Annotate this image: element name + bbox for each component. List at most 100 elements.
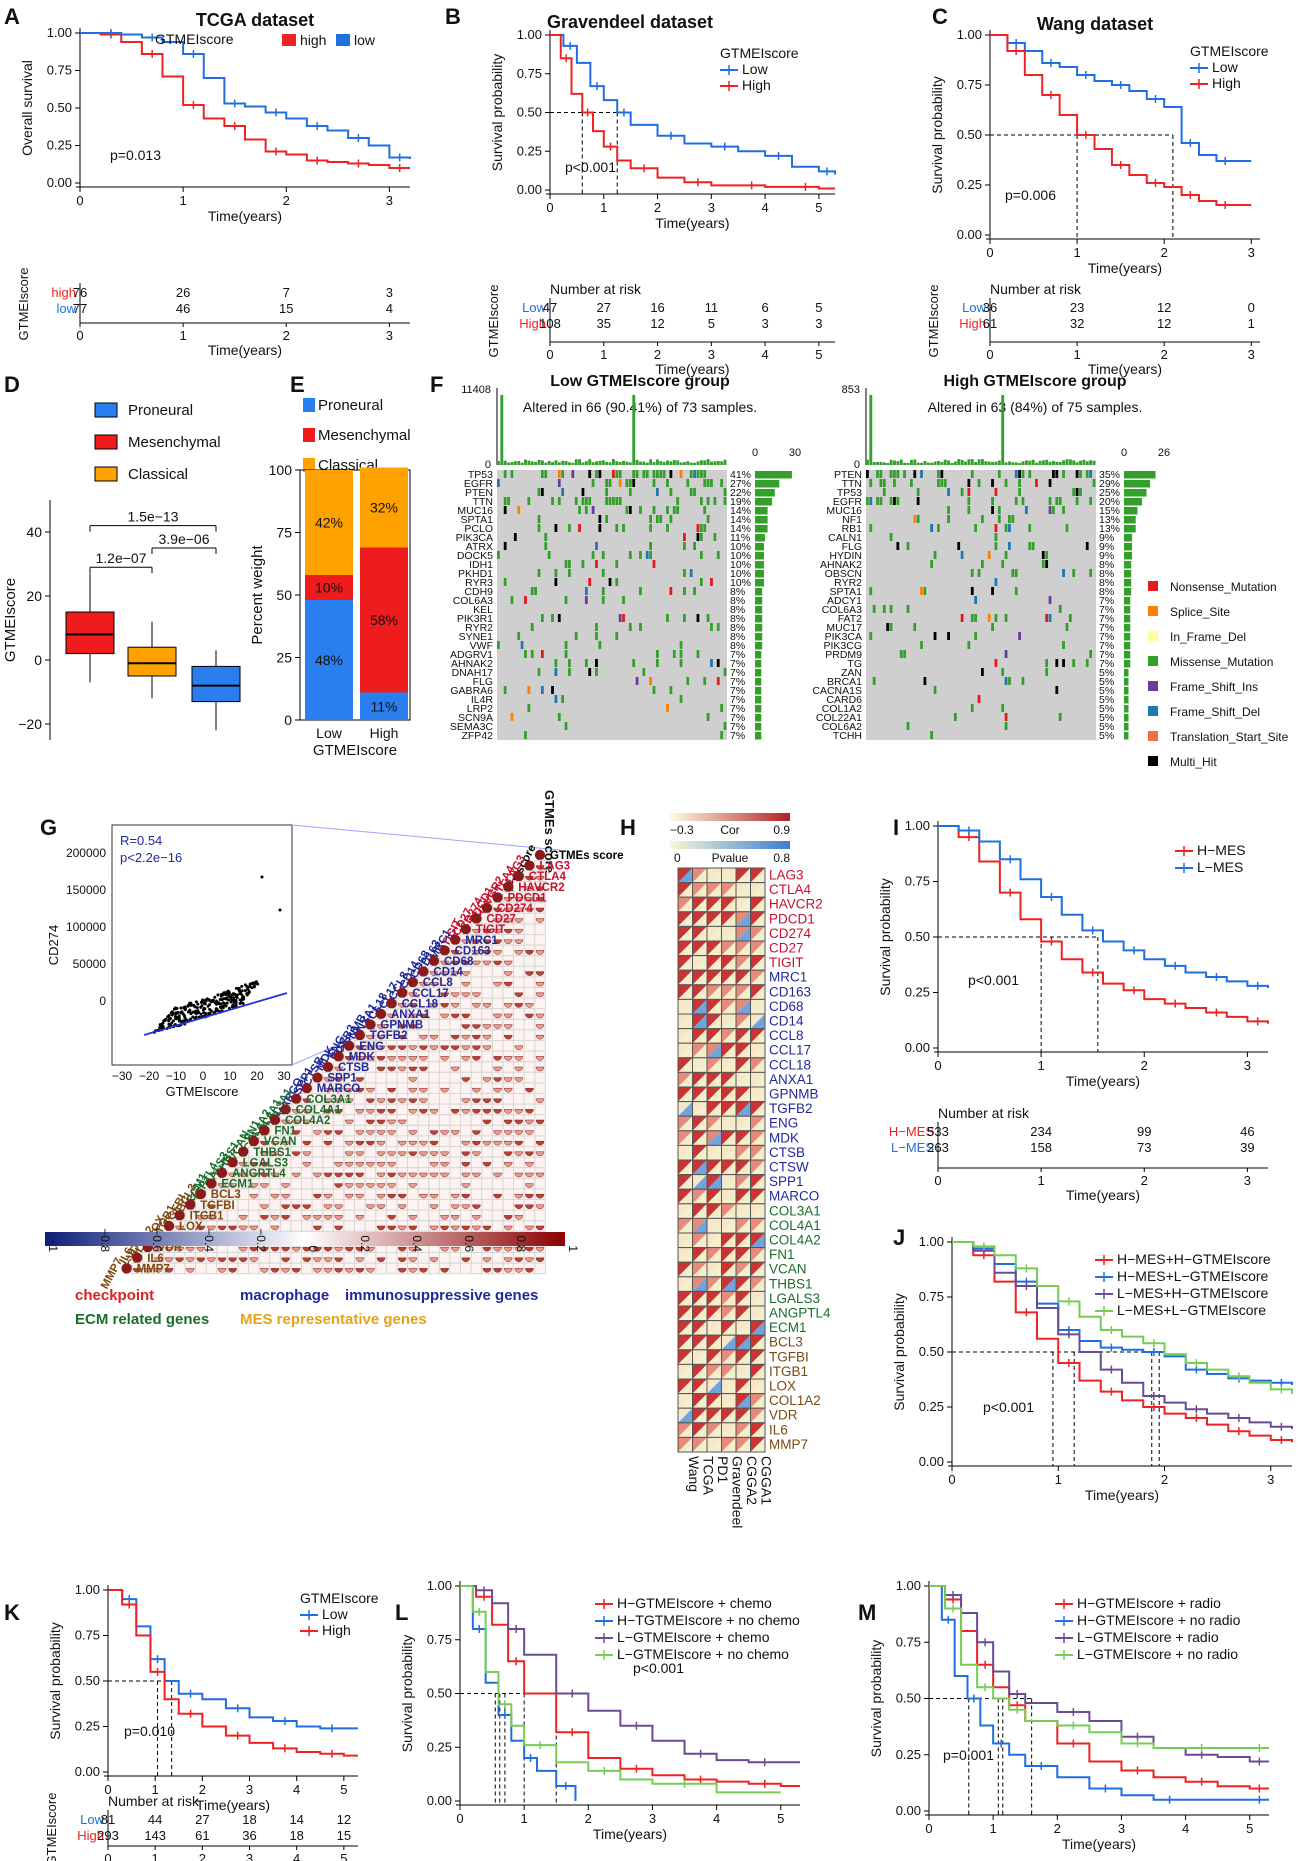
- corr-glyph: [408, 1045, 418, 1051]
- corr-glyph: [334, 1246, 343, 1252]
- side-bar: [755, 714, 762, 722]
- legend-swatch: [303, 458, 315, 472]
- corr-cell: [290, 1209, 302, 1222]
- legend-title: GTMEIscore: [300, 1590, 379, 1606]
- mutation-cell: [967, 506, 971, 514]
- inset-point: [180, 1010, 184, 1014]
- gene-label: ECM1: [769, 1320, 807, 1335]
- corr-cell: [385, 1199, 398, 1211]
- gene-pct: 7%: [1099, 631, 1114, 643]
- corr-cell: [396, 1177, 408, 1190]
- mutation-cell: [879, 479, 883, 487]
- risk-value: 35: [597, 316, 611, 331]
- mutation-cell: [540, 470, 544, 478]
- x-tick-label: 4: [1182, 1821, 1189, 1836]
- x-tick-label: 1: [1073, 245, 1080, 260]
- mutation-cell: [1068, 614, 1072, 622]
- mutation-cell: [1028, 470, 1032, 478]
- corr-glyph: [291, 1109, 301, 1114]
- corr-glyph: [281, 1257, 290, 1263]
- y-tick-label: 0: [284, 712, 292, 728]
- mutation-cell: [672, 506, 676, 514]
- mutation-cell: [632, 470, 636, 478]
- column-label: TCGA: [701, 1456, 717, 1496]
- risk-value: 44: [148, 1812, 162, 1827]
- corr-glyph: [535, 1204, 545, 1210]
- x-tick-label: 4: [761, 200, 768, 215]
- inset-point: [219, 1002, 223, 1006]
- corr-cell: [523, 1040, 536, 1052]
- gene-label: TG: [847, 658, 862, 670]
- corr-glyph: [429, 1109, 439, 1114]
- mutation-cell: [1089, 470, 1093, 478]
- gene-label: TIGIT: [476, 924, 505, 936]
- corr-cell: [311, 1199, 324, 1211]
- corr-cell: [301, 1188, 313, 1201]
- top-bar: [595, 461, 598, 465]
- x-tick-label: 3: [386, 193, 393, 208]
- mutation-cell: [527, 704, 531, 712]
- corr-cell: [396, 1103, 408, 1116]
- top-bar: [994, 461, 998, 465]
- inset-ylabel: CD274: [46, 925, 61, 965]
- top-bar: [970, 459, 974, 465]
- mutation-cell: [1048, 479, 1052, 487]
- inset-point: [166, 1015, 170, 1019]
- corr-glyph: [535, 1098, 545, 1104]
- corr-glyph: [408, 1151, 418, 1157]
- gene-label: TCHH: [833, 730, 862, 742]
- comparison-label: 1.2e−07: [96, 550, 147, 566]
- corr-glyph: [387, 1119, 396, 1125]
- stacked-bar-segment: [360, 467, 408, 548]
- corr-glyph: [440, 1087, 449, 1093]
- corr-glyph: [450, 1193, 460, 1199]
- corr-glyph: [376, 1172, 386, 1178]
- risk-value: 14: [289, 1812, 303, 1827]
- survival-curve: [108, 1589, 358, 1730]
- gene-label: SCN9A: [458, 712, 493, 724]
- corr-glyph: [387, 1193, 396, 1199]
- y-tick-label: 1.00: [517, 27, 542, 42]
- top-bar: [601, 460, 605, 465]
- top-bar: [703, 460, 707, 465]
- top-bar: [540, 460, 544, 465]
- mutation-cell: [720, 479, 724, 487]
- risk-tick-label: 0: [76, 328, 83, 343]
- corr-cell: [449, 1262, 461, 1275]
- mutation-cell: [676, 497, 680, 505]
- corr-cell: [311, 1177, 324, 1190]
- corr-glyph: [493, 928, 502, 934]
- side-bar: [1124, 723, 1129, 731]
- inset-point: [158, 1026, 162, 1030]
- gene-label: COL3A1: [306, 1094, 352, 1106]
- mutation-cell: [534, 587, 537, 595]
- mutation-cell: [947, 488, 950, 496]
- colorbar-tick: −1: [46, 1238, 60, 1252]
- top-bar: [1035, 462, 1038, 465]
- mutation-cell: [866, 470, 869, 478]
- oncoprint-subtitle: Altered in 63 (84%) of 75 samples.: [928, 399, 1143, 415]
- corr-glyph: [535, 1246, 545, 1252]
- side-bar: [1124, 678, 1129, 686]
- inset-x-tick: −20: [139, 1069, 160, 1083]
- corr-glyph: [387, 1087, 396, 1093]
- x-axis-label: Time(years): [1085, 1487, 1159, 1503]
- diag-circle: [418, 966, 429, 977]
- mutation-cell: [686, 677, 690, 685]
- corr-glyph: [270, 1151, 280, 1157]
- mutation-cell: [652, 560, 656, 568]
- legend-swatch: [94, 466, 118, 482]
- mutation-cell: [1004, 524, 1008, 532]
- gene-pct: 7%: [1099, 613, 1114, 625]
- mutation-cell: [1079, 488, 1082, 496]
- risk-value: 61: [195, 1828, 209, 1843]
- corr-glyph: [450, 1003, 460, 1008]
- corr-glyph: [260, 1162, 269, 1167]
- inset-point: [192, 1003, 196, 1007]
- corr-glyph: [281, 1268, 290, 1273]
- top-bar: [1031, 459, 1035, 465]
- corr-glyph: [408, 1215, 418, 1220]
- inset-point: [177, 1014, 181, 1018]
- corr-glyph: [419, 1066, 428, 1072]
- mutation-cell: [703, 506, 707, 514]
